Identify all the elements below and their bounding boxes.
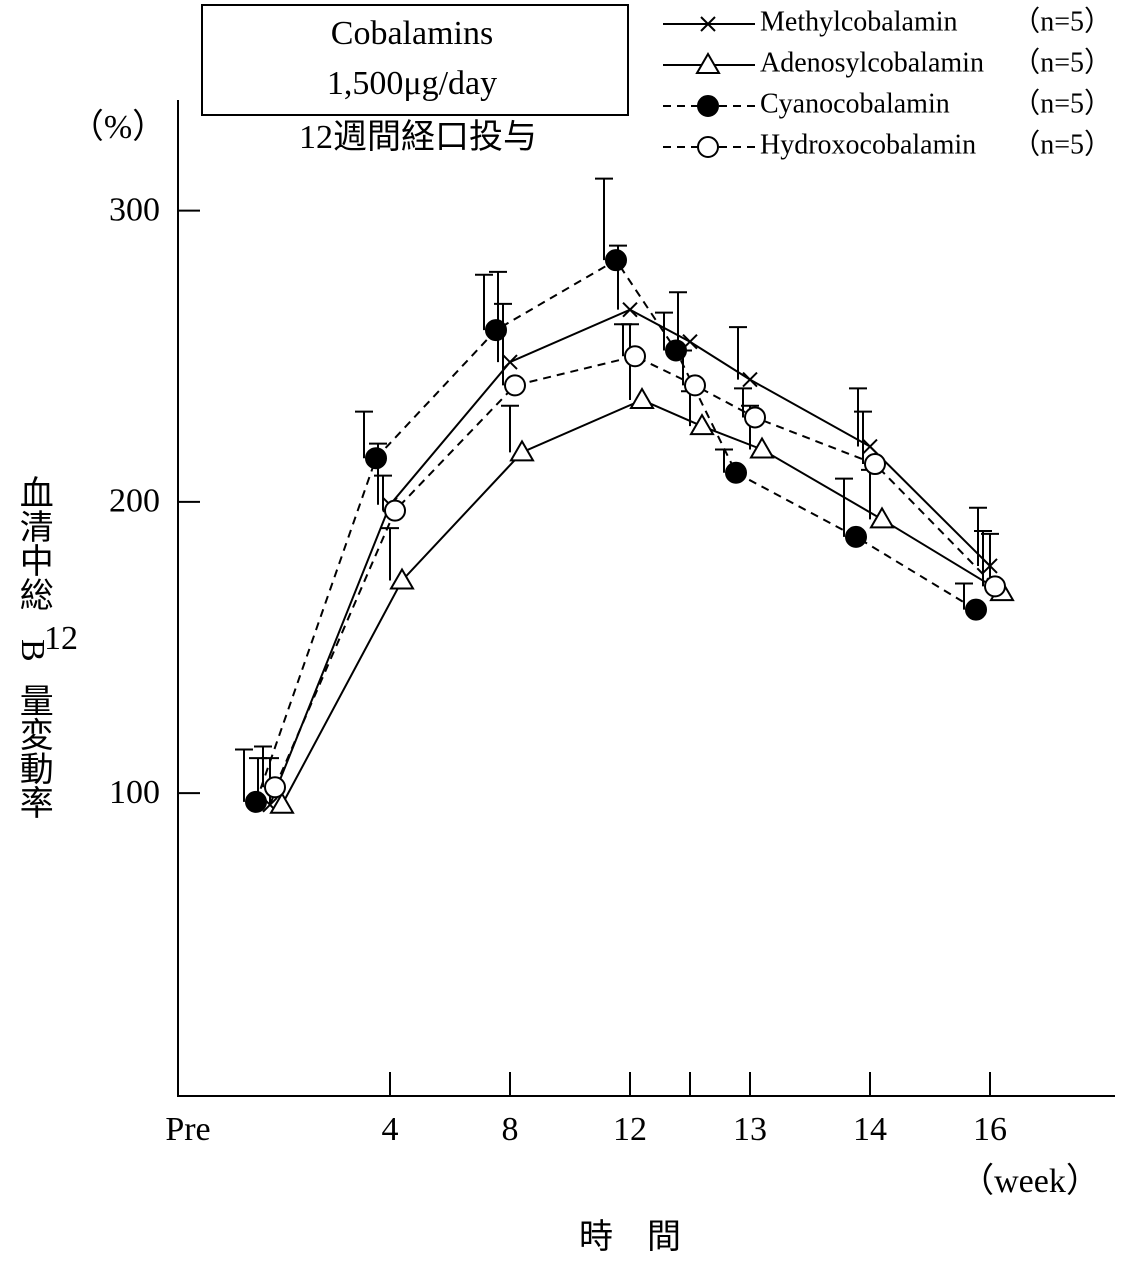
- x-tick-label: 4: [382, 1111, 399, 1148]
- y-tick-label: 100: [109, 774, 160, 811]
- legend-label: Cyanocobalamin: [760, 88, 950, 119]
- marker: [245, 790, 267, 813]
- marker: [689, 413, 715, 436]
- x-tick-label: 13: [733, 1111, 767, 1148]
- legend-n: （n=5）: [1012, 46, 1112, 78]
- marker: [744, 406, 766, 429]
- error-bar: [729, 326, 747, 380]
- marker: [684, 374, 706, 397]
- subtitle: 12週間経口投与: [299, 118, 537, 156]
- legend-label: Adenosylcobalamin: [760, 47, 984, 78]
- error-bar: [494, 302, 512, 386]
- marker: [982, 558, 998, 574]
- error-bar: [655, 311, 673, 351]
- error-bar: [595, 177, 613, 261]
- marker: [984, 575, 1006, 598]
- x-tick-label: 8: [502, 1111, 519, 1148]
- marker: [965, 598, 987, 621]
- x-tick-label: 14: [853, 1111, 887, 1148]
- box-line: Cobalamins: [331, 15, 493, 52]
- y-label-sub: 12: [44, 620, 78, 657]
- marker: [502, 354, 518, 370]
- marker: [389, 567, 415, 590]
- marker: [504, 374, 526, 397]
- box-line: 1,500μg/day: [327, 65, 497, 102]
- marker: [665, 339, 687, 362]
- x-tick-label: 16: [973, 1111, 1007, 1148]
- error-bar: [614, 323, 632, 357]
- error-bar: [974, 530, 992, 587]
- error-bar: [669, 291, 687, 342]
- x-unit: （week）: [960, 1162, 1100, 1200]
- y-label: 量変動率: [14, 683, 52, 819]
- legend-label: Methylcobalamin: [760, 6, 958, 37]
- x-tick-label: Pre: [165, 1111, 210, 1148]
- marker: [629, 386, 655, 409]
- legend-label: Hydroxocobalamin: [760, 129, 976, 160]
- legend-n: （n=5）: [1012, 87, 1112, 119]
- marker: [605, 249, 627, 272]
- error-bar: [489, 270, 507, 363]
- error-bar: [381, 527, 399, 581]
- error-bar: [835, 477, 853, 537]
- error-bar: [254, 745, 272, 788]
- marker: [622, 301, 638, 318]
- error-bar: [374, 474, 392, 511]
- error-bar: [969, 506, 987, 566]
- marker: [864, 453, 886, 476]
- error-bar: [715, 448, 733, 473]
- series-line: [274, 355, 996, 788]
- error-bar: [849, 387, 867, 447]
- marker: [485, 319, 507, 342]
- legend-n: （n=5）: [1012, 128, 1112, 160]
- legend-marker: [700, 16, 716, 32]
- marker: [365, 447, 387, 470]
- error-bar: [734, 387, 752, 418]
- marker: [269, 791, 295, 814]
- error-bar: [955, 582, 973, 610]
- marker: [862, 438, 878, 455]
- marker: [725, 461, 747, 484]
- x-label: 時 間: [579, 1219, 681, 1256]
- y-unit: （%）: [70, 108, 166, 146]
- legend-n: （n=5）: [1012, 5, 1112, 37]
- legend-marker: [697, 136, 719, 158]
- error-bar: [861, 468, 879, 520]
- y-tick-label: 200: [109, 483, 160, 520]
- y-tick-label: 300: [109, 191, 160, 228]
- legend: Methylcobalamin （n=5） Adenosylcobalamin （n=…: [663, 5, 1112, 160]
- error-bar: [854, 410, 872, 465]
- y-label: B: [14, 639, 51, 662]
- legend-marker: [697, 95, 719, 117]
- error-bar: [475, 273, 493, 331]
- marker: [742, 371, 758, 388]
- y-label: 血清中総: [14, 475, 52, 611]
- marker: [845, 525, 867, 548]
- series-line: [255, 258, 977, 803]
- error-bar: [235, 748, 253, 802]
- error-bar: [501, 404, 519, 453]
- marker: [749, 436, 775, 459]
- marker: [509, 439, 535, 462]
- marker: [264, 776, 286, 799]
- title-box: [201, 4, 629, 116]
- legend-marker: [695, 52, 721, 74]
- error-bar: [681, 390, 699, 427]
- error-bar: [355, 410, 373, 459]
- marker: [384, 499, 406, 522]
- series-line: [281, 398, 1003, 806]
- marker: [624, 345, 646, 368]
- x-tick-label: 12: [613, 1111, 647, 1148]
- marker: [869, 506, 895, 529]
